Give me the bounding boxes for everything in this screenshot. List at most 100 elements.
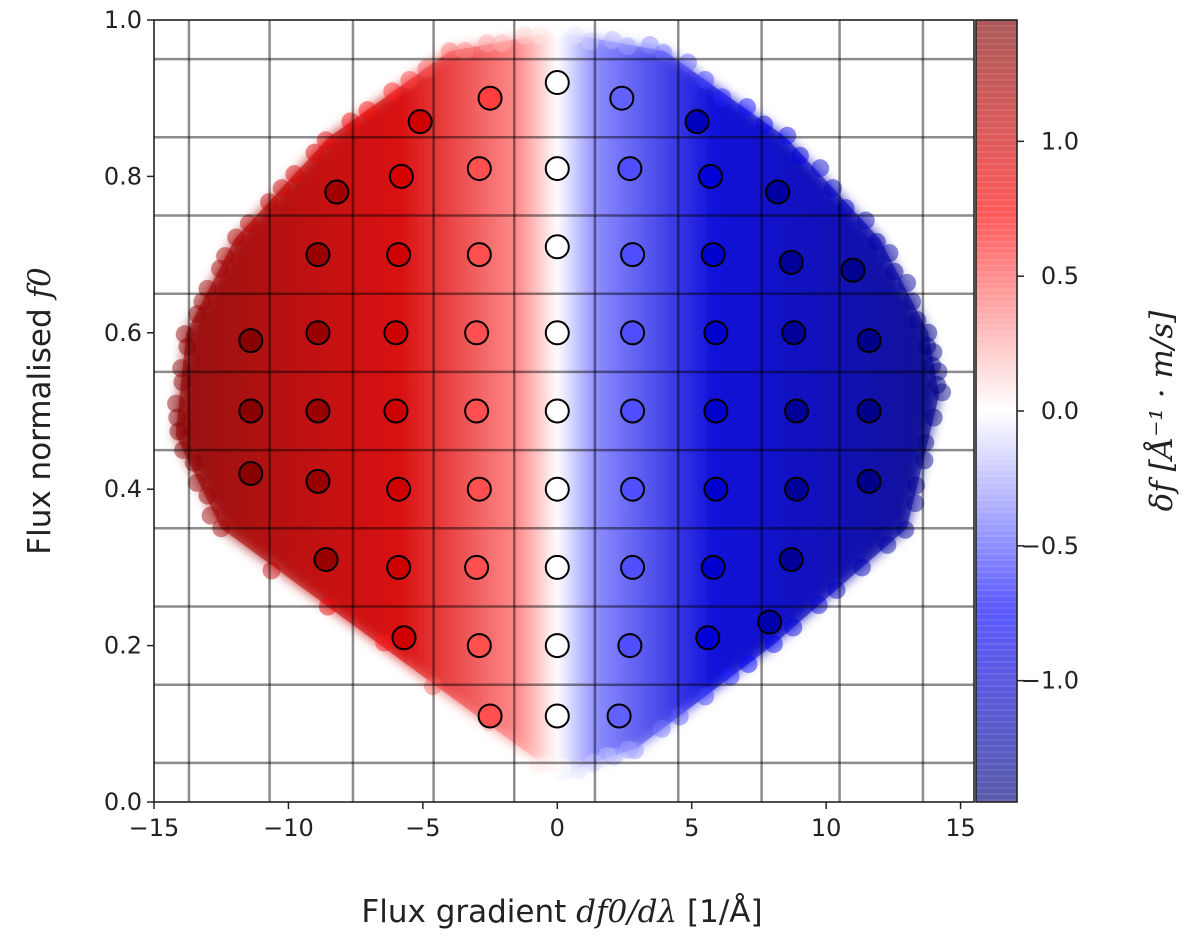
scatter-point [305,143,324,162]
data-point [386,476,412,502]
grid-lines [154,20,974,802]
scatter-point [285,165,304,184]
scatter-point [919,323,938,342]
data-point [617,633,643,659]
scatter-point [212,519,231,538]
scatter-point [924,343,943,362]
x-tick-label: −10 [263,814,314,842]
colorbar-tick-label: −0.5 [1021,532,1079,560]
scatter-point [566,25,585,44]
data-point [386,242,412,268]
data-point [305,398,331,424]
data-point [391,625,417,651]
data-point [238,328,264,354]
scatter-point [696,70,715,89]
data-point [544,398,570,424]
scatter-point [169,422,188,441]
x-tick-label: 0 [550,814,565,842]
x-axis-label: Flux gradient df0/dλ [1/Å] [361,894,762,930]
scatter-point [790,146,809,165]
scatter-point [764,635,783,654]
data-point [464,554,490,580]
scatter-point [880,244,899,263]
scatter-point [856,211,875,230]
scatter-point [739,655,758,674]
scatter-point [493,34,512,53]
scatter-point [167,394,186,413]
scatter-point [618,37,637,56]
scatter-point [696,687,715,706]
scatter-point [836,199,855,218]
scatter-point [383,82,402,101]
scatter-point [581,32,600,51]
scatter-point [440,42,459,61]
scatter-point [545,759,564,778]
scatter-point [201,506,220,525]
data-point [464,398,490,424]
data-point [609,85,635,111]
y-tick-label: 0.2 [104,632,142,660]
scatter-point [811,159,830,178]
scatter-point [878,535,897,554]
scatter-point [318,597,337,616]
y-tick-label: 0.8 [104,162,142,190]
scatter-point [175,325,194,344]
y-axis-ticks: 0.0 0.2 0.4 0.6 0.8 1.0 [104,6,154,816]
colorbar-tick-label: 0.0 [1041,397,1079,425]
x-tick-label: 5 [684,814,699,842]
data-point [544,156,570,182]
data-point [703,398,729,424]
data-point [856,328,882,354]
data-point [703,476,729,502]
data-point [466,633,492,659]
scatter-point [737,98,756,117]
scatter-point [545,753,564,772]
scatter-point [424,677,443,696]
x-tick-label: −15 [129,814,180,842]
scatter-point [778,126,797,145]
scatter-point [173,373,192,392]
scatter-point [678,53,697,72]
data-point [778,249,804,275]
data-point [617,156,643,182]
scatter-point [198,279,217,298]
x-tick-label: 15 [945,814,976,842]
scatter-point [400,70,419,89]
scatter-point [417,59,436,78]
scatter-point [784,618,803,637]
data-point [407,109,433,135]
scatter-point [187,473,206,492]
data-point [305,242,331,268]
scatter-point [625,741,644,760]
data-point [781,320,807,346]
data-point [238,398,264,424]
data-point [305,468,331,494]
scatter-point [827,580,846,599]
scatter-point [906,494,925,513]
colorbar-tick-label: 0.5 [1041,262,1079,290]
scatter-point [605,747,624,766]
colorbar-gradient [976,20,1017,802]
scatter-point [652,719,671,738]
data-point [684,109,710,135]
scatter-point [721,667,740,686]
data-point [620,320,646,346]
y-tick-label: 0.0 [104,788,142,816]
data-point [388,163,414,189]
colorbar [975,19,1018,803]
scatter-point [193,292,212,311]
scatter-point [809,596,828,614]
data-point [698,163,724,189]
x-axis-ticks: −15 −10 −5 0 5 10 15 [129,802,976,842]
y-tick-label: 0.4 [104,475,142,503]
scatter-point [478,34,497,53]
data-point [856,468,882,494]
scatter-point [553,763,572,782]
scatter-point [553,757,572,776]
data-point [620,554,646,580]
scatter-point [903,292,922,311]
data-point [620,242,646,268]
scatter-point [670,707,689,726]
scatter-point [907,476,926,495]
scatter-point [755,115,774,134]
